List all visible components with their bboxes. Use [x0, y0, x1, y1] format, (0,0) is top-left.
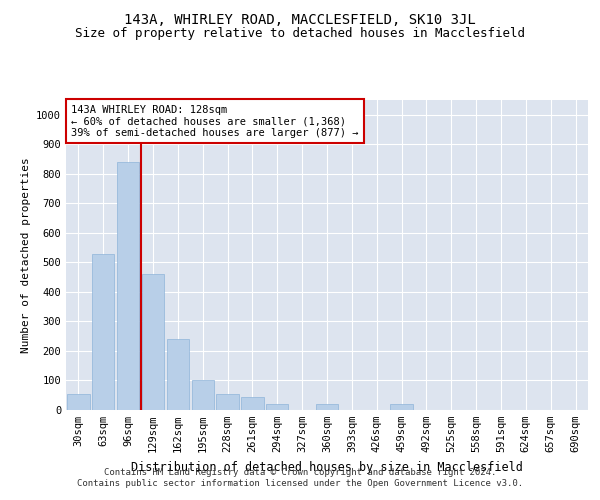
Bar	[316, 404, 338, 410]
Y-axis label: Number of detached properties: Number of detached properties	[20, 157, 31, 353]
Text: Size of property relative to detached houses in Macclesfield: Size of property relative to detached ho…	[75, 28, 525, 40]
Bar	[117, 162, 139, 410]
Text: 143A, WHIRLEY ROAD, MACCLESFIELD, SK10 3JL: 143A, WHIRLEY ROAD, MACCLESFIELD, SK10 3…	[124, 12, 476, 26]
Text: 143A WHIRLEY ROAD: 128sqm
← 60% of detached houses are smaller (1,368)
39% of se: 143A WHIRLEY ROAD: 128sqm ← 60% of detac…	[71, 104, 359, 138]
Bar	[167, 339, 189, 410]
Bar	[92, 254, 115, 410]
Bar	[142, 274, 164, 410]
Bar	[191, 380, 214, 410]
Bar	[391, 404, 413, 410]
X-axis label: Distribution of detached houses by size in Macclesfield: Distribution of detached houses by size …	[131, 460, 523, 473]
Bar	[266, 404, 289, 410]
Text: Contains HM Land Registry data © Crown copyright and database right 2024.
Contai: Contains HM Land Registry data © Crown c…	[77, 468, 523, 487]
Bar	[241, 396, 263, 410]
Bar	[217, 394, 239, 410]
Bar	[67, 394, 89, 410]
